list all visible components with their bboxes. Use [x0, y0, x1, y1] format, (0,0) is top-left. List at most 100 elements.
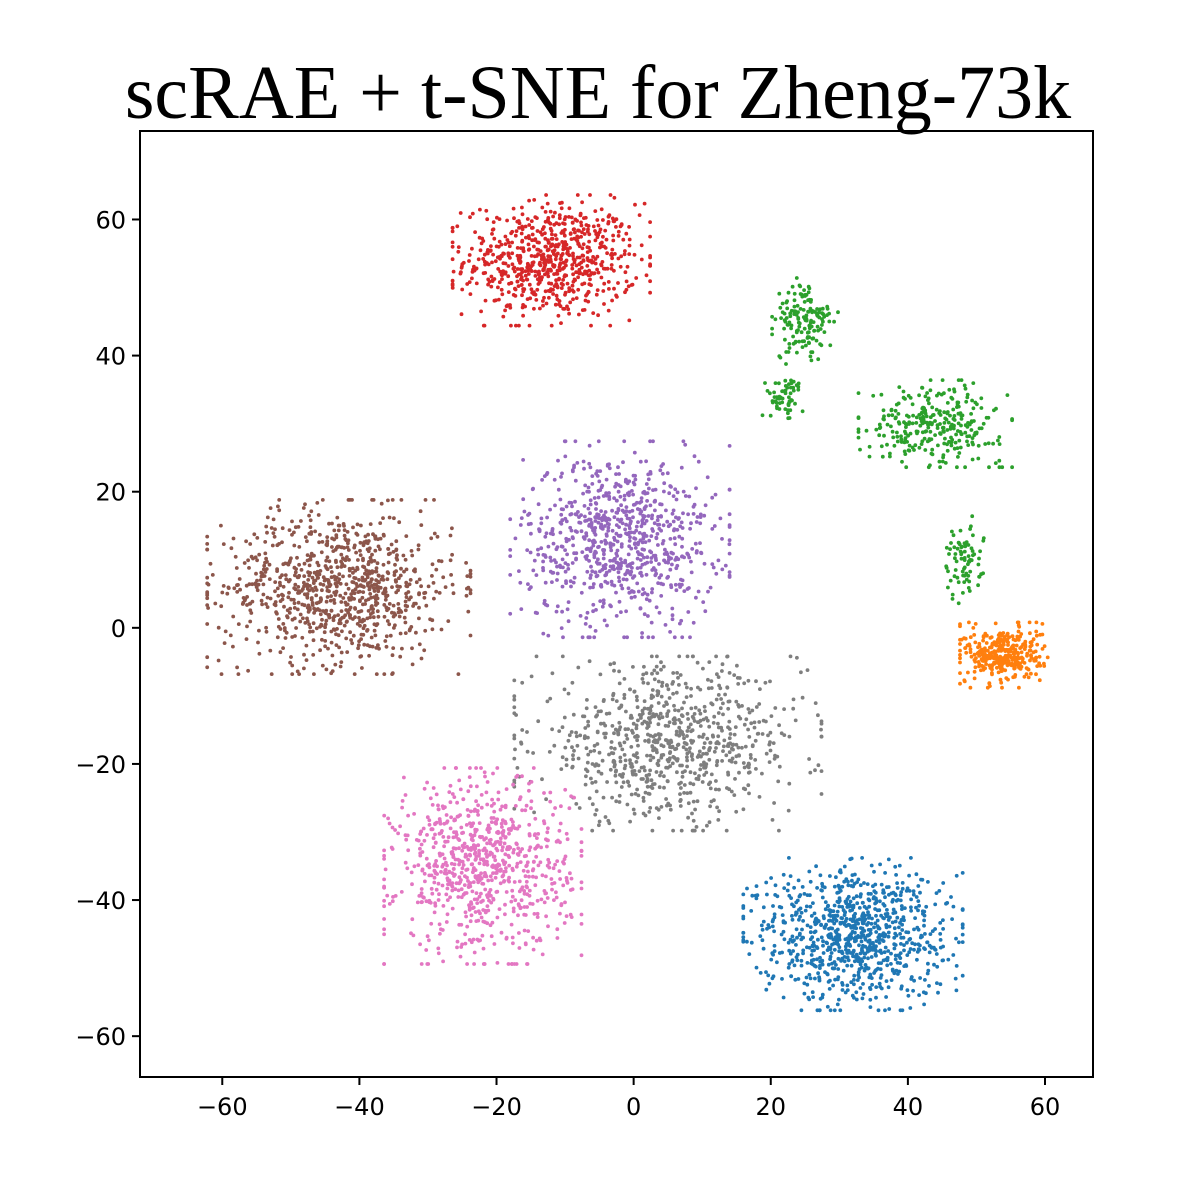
- scatter-point: [361, 626, 366, 631]
- scatter-point: [688, 770, 693, 775]
- scatter-point: [619, 610, 623, 614]
- scatter-point: [637, 769, 642, 773]
- scatter-point: [742, 765, 747, 770]
- scatter-point: [945, 442, 949, 447]
- scatter-point: [713, 787, 718, 792]
- scatter-point: [472, 833, 477, 838]
- scatter-point: [754, 767, 758, 771]
- scatter-point: [597, 823, 601, 828]
- scatter-point: [551, 214, 555, 219]
- scatter-point: [313, 529, 317, 534]
- scatter-point: [398, 654, 403, 659]
- scatter-point: [516, 913, 520, 918]
- scatter-point: [593, 570, 598, 575]
- scatter-point: [678, 792, 682, 796]
- scatter-point: [770, 326, 774, 331]
- scatter-point: [946, 420, 951, 425]
- scatter-point: [979, 396, 984, 401]
- scatter-point: [564, 536, 569, 541]
- scatter-point: [948, 427, 953, 431]
- scatter-point: [548, 696, 553, 701]
- cluster-9: [958, 620, 1050, 690]
- scatter-point: [596, 520, 601, 525]
- scatter-point: [492, 942, 497, 946]
- scatter-point: [640, 518, 645, 523]
- scatter-point: [692, 719, 697, 723]
- scatter-point: [645, 706, 650, 711]
- scatter-point: [485, 802, 490, 807]
- scatter-point: [594, 471, 598, 476]
- scatter-point: [796, 310, 800, 314]
- scatter-point: [607, 569, 612, 573]
- scatter-point: [608, 767, 613, 772]
- scatter-point: [732, 673, 737, 677]
- scatter-point: [422, 648, 427, 653]
- scatter-point: [700, 735, 705, 739]
- scatter-point: [717, 809, 721, 814]
- scatter-point: [319, 550, 324, 555]
- scatter-point: [597, 750, 602, 755]
- scatter-point: [958, 671, 962, 675]
- scatter-point: [566, 600, 571, 604]
- scatter-point: [562, 921, 567, 925]
- scatter-point: [518, 860, 523, 864]
- scatter-point: [546, 633, 551, 638]
- scatter-point: [205, 603, 210, 607]
- scatter-point: [933, 419, 937, 423]
- scatter-point: [791, 385, 796, 390]
- scatter-point: [365, 616, 370, 621]
- scatter-point: [459, 887, 464, 892]
- scatter-point: [498, 807, 503, 812]
- scatter-point: [971, 553, 975, 558]
- scatter-point: [450, 283, 455, 288]
- scatter-point: [457, 875, 462, 880]
- scatter-point: [901, 395, 906, 400]
- scatter-point: [451, 591, 456, 596]
- scatter-point: [641, 680, 646, 685]
- scatter-point: [944, 545, 949, 550]
- scatter-point: [627, 539, 632, 543]
- scatter-point: [306, 570, 310, 575]
- scatter-point: [527, 788, 531, 793]
- scatter-point: [984, 641, 989, 645]
- scatter-point: [1001, 642, 1006, 647]
- scatter-point: [368, 555, 373, 560]
- scatter-point: [478, 207, 482, 212]
- scatter-point: [563, 439, 568, 444]
- scatter-point: [475, 901, 480, 905]
- scatter-point: [356, 643, 361, 647]
- scatter-point: [510, 240, 514, 245]
- scatter-point: [404, 591, 408, 596]
- scatter-point: [595, 730, 600, 735]
- scatter-point: [499, 287, 504, 292]
- scatter-point: [470, 211, 475, 216]
- scatter-point: [895, 439, 900, 444]
- scatter-point: [760, 413, 765, 418]
- scatter-point: [510, 935, 515, 940]
- scatter-point: [205, 547, 210, 552]
- scatter-point: [958, 660, 962, 665]
- scatter-point: [791, 388, 796, 393]
- scatter-point: [491, 871, 495, 875]
- scatter-point: [710, 562, 715, 566]
- scatter-point: [588, 273, 593, 277]
- scatter-point: [771, 904, 775, 908]
- scatter-point: [509, 281, 514, 285]
- scatter-point: [246, 558, 251, 563]
- scatter-point: [450, 278, 455, 283]
- scatter-point: [515, 861, 520, 866]
- scatter-point: [625, 516, 630, 521]
- cluster-5: [770, 276, 840, 366]
- scatter-point: [737, 704, 741, 709]
- scatter-point: [516, 846, 521, 851]
- scatter-point: [323, 610, 327, 615]
- scatter-point: [332, 598, 336, 602]
- scatter-point: [659, 694, 664, 699]
- scatter-point: [519, 741, 524, 746]
- scatter-point: [329, 565, 333, 569]
- scatter-point: [314, 593, 319, 598]
- scatter-point: [567, 286, 572, 291]
- scatter-point: [610, 724, 615, 728]
- scatter-point: [728, 732, 733, 736]
- scatter-point: [655, 750, 659, 755]
